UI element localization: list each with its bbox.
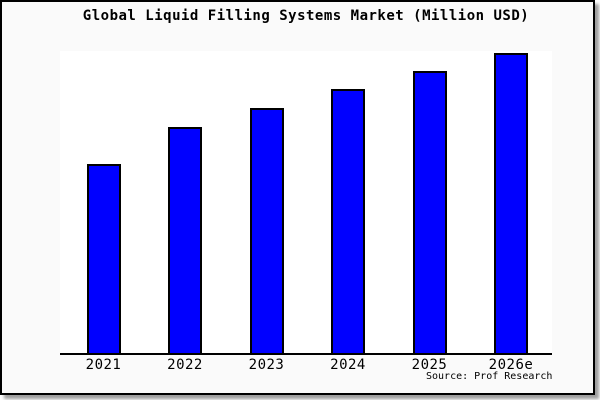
x-tick-label-2022: 2022 xyxy=(167,357,203,373)
plot-area xyxy=(60,51,552,355)
x-tick-label-2025: 2025 xyxy=(411,357,448,373)
bar-2023 xyxy=(249,108,284,353)
bar-2026e xyxy=(494,53,528,353)
bar-2021 xyxy=(86,164,121,353)
chart-title: Global Liquid Filling Systems Market (Mi… xyxy=(82,8,530,24)
x-tick-label-2026e: 2026e xyxy=(488,357,534,373)
x-tick-label-2023: 2023 xyxy=(248,357,285,373)
bar-2025 xyxy=(412,71,447,353)
chart-frame: Global Liquid Filling Systems Market (Mi… xyxy=(0,0,595,395)
x-tick-label-2024: 2024 xyxy=(330,357,366,373)
source-credit: Source: Prof Research xyxy=(426,371,553,382)
bar-2024 xyxy=(331,89,365,353)
x-tick-label-2021: 2021 xyxy=(85,357,122,373)
bar-2022 xyxy=(168,127,202,353)
x-axis-labels: 2021 2022 2023 2024 2025 2026e xyxy=(60,357,552,373)
